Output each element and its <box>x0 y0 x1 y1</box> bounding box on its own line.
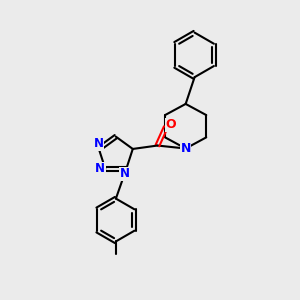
Text: O: O <box>166 118 176 131</box>
Text: N: N <box>95 162 105 176</box>
Text: N: N <box>94 137 104 150</box>
Text: N: N <box>120 167 130 180</box>
Text: N: N <box>181 142 191 155</box>
